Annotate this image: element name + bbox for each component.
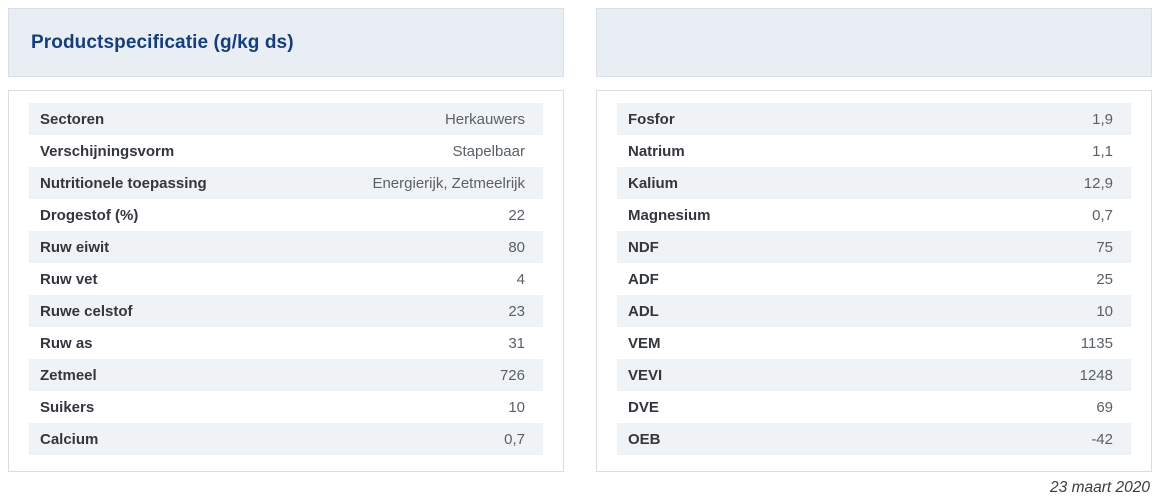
spec-row-label: OEB <box>628 430 661 448</box>
spec-row-label: Natrium <box>628 142 685 160</box>
spec-row-label: Kalium <box>628 174 679 192</box>
left-panel-header: Productspecificatie (g/kg ds) <box>8 8 564 77</box>
spec-row: Ruw vet 4 <box>29 263 543 295</box>
spec-row: NDF 75 <box>617 231 1131 263</box>
spec-row-value: 0,7 <box>1092 206 1113 224</box>
spec-row-label: VEM <box>628 334 661 352</box>
spec-row-label: Sectoren <box>40 110 105 128</box>
spec-row-value: 10 <box>1096 302 1113 320</box>
spec-row-label: DVE <box>628 398 659 416</box>
spec-row-value: 4 <box>516 270 525 288</box>
spec-row-label: Ruwe celstof <box>40 302 133 320</box>
spec-row-value: 31 <box>508 334 525 352</box>
spec-row: Zetmeel 726 <box>29 359 543 391</box>
spec-row-label: Nutritionele toepassing <box>40 174 207 192</box>
spec-row-label: Ruw eiwit <box>40 238 110 256</box>
spec-row: Magnesium 0,7 <box>617 199 1131 231</box>
spec-row-value: 75 <box>1096 238 1113 256</box>
spec-row: VEM 1135 <box>617 327 1131 359</box>
spec-row: Ruw eiwit 80 <box>29 231 543 263</box>
spec-row: Kalium 12,9 <box>617 167 1131 199</box>
spec-column-right: Fosfor 1,9 Natrium 1,1 Kalium 12,9 Magnesium 0,… <box>596 8 1152 472</box>
spec-row-label: Magnesium <box>628 206 711 224</box>
spec-row-label: Ruw as <box>40 334 93 352</box>
spec-row-label: Ruw vet <box>40 270 98 288</box>
spec-row: DVE 69 <box>617 391 1131 423</box>
spec-table-right: Fosfor 1,9 Natrium 1,1 Kalium 12,9 Magnesium 0,… <box>596 90 1152 472</box>
spec-row: Fosfor 1,9 <box>617 103 1131 135</box>
spec-row: Suikers 10 <box>29 391 543 423</box>
spec-columns: Productspecificatie (g/kg ds) Sectoren He… <box>8 8 1152 472</box>
revision-date: 23 maart 2020 <box>1050 479 1150 496</box>
spec-row-label: Zetmeel <box>40 366 97 384</box>
spec-row-value: Energierijk, Zetmeelrijk <box>372 174 525 192</box>
spec-row-value: 69 <box>1096 398 1113 416</box>
spec-row-value: Herkauwers <box>444 110 525 128</box>
spec-row: VEVI 1248 <box>617 359 1131 391</box>
spec-row-value: 25 <box>1096 270 1113 288</box>
spec-row-value: 1248 <box>1079 366 1113 384</box>
spec-row-value: 0,7 <box>504 430 525 448</box>
spec-row-label: NDF <box>628 238 659 256</box>
spec-row-label: Suikers <box>40 398 95 416</box>
spec-row: Ruw as 31 <box>29 327 543 359</box>
spec-row: Drogestof (%) 22 <box>29 199 543 231</box>
spec-row: Ruwe celstof 23 <box>29 295 543 327</box>
spec-row-value: 1,9 <box>1092 110 1113 128</box>
spec-row-value: Stapelbaar <box>452 142 525 160</box>
spec-column-left: Productspecificatie (g/kg ds) Sectoren He… <box>8 8 564 472</box>
spec-row-label: Fosfor <box>628 110 675 128</box>
spec-row-value: 12,9 <box>1083 174 1113 192</box>
spec-row-value: -42 <box>1091 430 1113 448</box>
spec-row-value: 22 <box>508 206 525 224</box>
page-title: Productspecificatie (g/kg ds) <box>31 31 294 53</box>
spec-row-label: ADF <box>628 270 659 288</box>
spec-row: Verschijningsvorm Stapelbaar <box>29 135 543 167</box>
spec-row-label: Calcium <box>40 430 99 448</box>
spec-row-value: 1,1 <box>1092 142 1113 160</box>
spec-row-label: VEVI <box>628 366 663 384</box>
spec-row: ADF 25 <box>617 263 1131 295</box>
spec-row-value: 1135 <box>1080 334 1113 352</box>
spec-row-value: 23 <box>508 302 525 320</box>
spec-row-label: Drogestof (%) <box>40 206 139 224</box>
right-panel-header <box>596 8 1152 77</box>
spec-row: Calcium 0,7 <box>29 423 543 455</box>
spec-row: Sectoren Herkauwers <box>29 103 543 135</box>
spec-row-value: 80 <box>508 238 525 256</box>
spec-row: ADL 10 <box>617 295 1131 327</box>
spec-table-left: Sectoren Herkauwers Verschijningsvorm Stape… <box>8 90 564 472</box>
spec-row-label: Verschijningsvorm <box>40 142 175 160</box>
date-row: 23 maart 2020 <box>8 479 1152 497</box>
spec-row: OEB -42 <box>617 423 1131 455</box>
spec-row-label: ADL <box>628 302 659 320</box>
spec-row: Natrium 1,1 <box>617 135 1131 167</box>
spec-row-value: 10 <box>508 398 525 416</box>
spec-row: Nutritionele toepassing Energierijk, Zetm… <box>29 167 543 199</box>
spec-row-value: 726 <box>499 366 525 384</box>
